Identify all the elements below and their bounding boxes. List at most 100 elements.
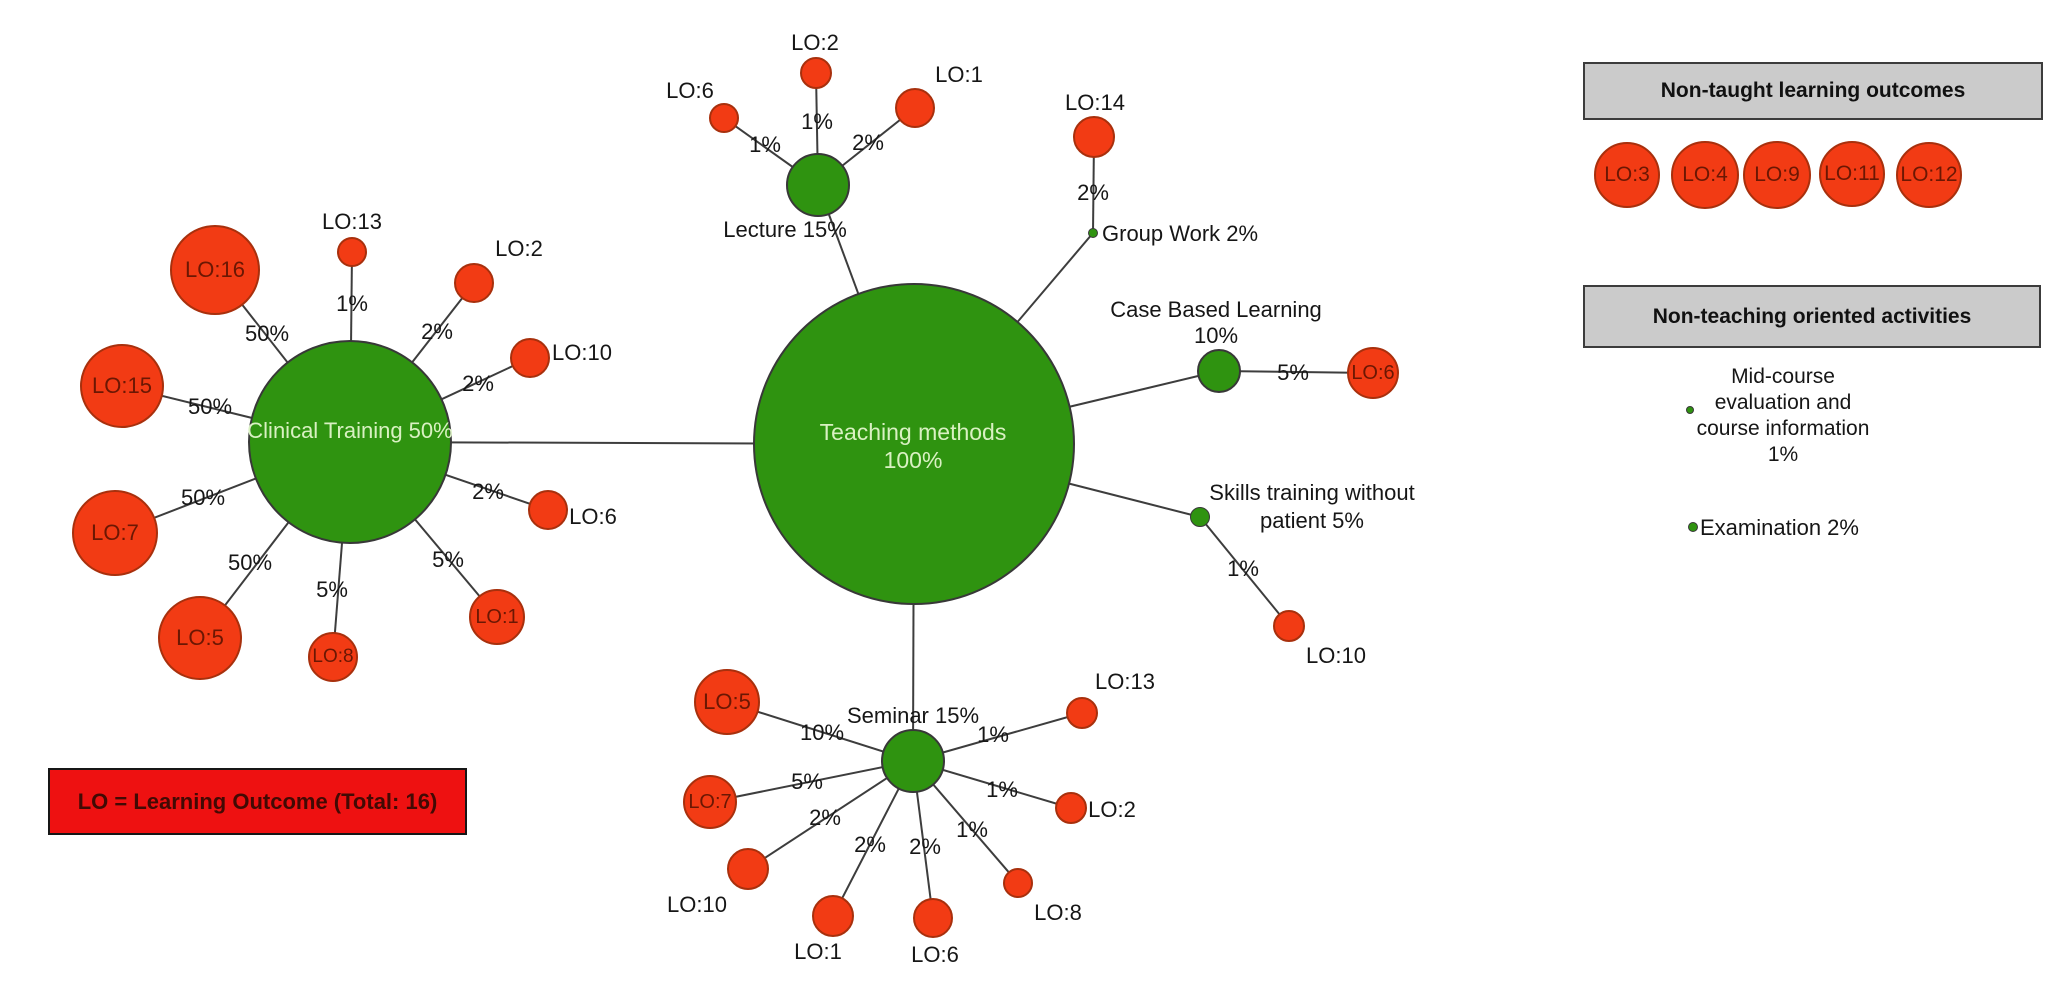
seminar-lo5-pct: 10% <box>799 720 845 745</box>
seminar-lo5-label: LO:5 <box>703 689 751 714</box>
clinical-lo16-node: LO:16 <box>170 225 260 315</box>
seminar-lo10-node <box>727 848 769 890</box>
examination-dot <box>1688 522 1698 532</box>
seminar-lo1-pct: 2% <box>854 832 886 857</box>
case-based-node <box>1197 349 1241 393</box>
non-taught-header-text: Non-taught learning outcomes <box>1660 79 1966 102</box>
lecture-lo6-label: LO:6 <box>666 77 714 103</box>
clinical-lo13-label: LO:13 <box>322 208 382 234</box>
non-taught-lo9-label: LO:9 <box>1754 163 1800 186</box>
case-based-pct: 10% <box>1193 322 1239 348</box>
clinical-lo10-node <box>510 338 550 378</box>
non-taught-header: Non-taught learning outcomes <box>1583 62 2043 120</box>
seminar-lo6-node <box>913 898 953 938</box>
seminar-lo8-pct: 1% <box>956 817 988 842</box>
group-work-node <box>1088 228 1098 238</box>
clinical-lo7-pct: 50% <box>180 485 226 510</box>
clinical-lo16-pct: 50% <box>244 321 290 346</box>
seminar-node <box>881 729 945 793</box>
lecture-lo2-pct: 1% <box>801 109 833 134</box>
seminar-lo2-label: LO:2 <box>1088 796 1136 822</box>
lecture-lo6-node <box>709 103 739 133</box>
clinical-lo13-pct: 1% <box>336 291 368 316</box>
skills-lo10-label: LO:10 <box>1306 642 1366 668</box>
seminar-lo6-label: LO:6 <box>911 941 959 967</box>
clinical-lo6-label: LO:6 <box>569 503 617 529</box>
non-taught-lo11-node: LO:11 <box>1819 141 1885 207</box>
clinical-lo8-pct: 5% <box>316 577 348 602</box>
clinical-lo15-node: LO:15 <box>80 344 164 428</box>
clinical-lo6-pct: 2% <box>472 479 504 504</box>
clinical-lo7-label: LO:7 <box>91 520 139 545</box>
clinical-lo5-node: LO:5 <box>158 596 242 680</box>
lecture-lo1-label: LO:1 <box>935 61 983 87</box>
mid-course-dot <box>1686 406 1694 414</box>
seminar-lo13-pct: 1% <box>977 722 1009 747</box>
non-taught-lo12-node: LO:12 <box>1896 142 1962 208</box>
seminar-lo1-label: LO:1 <box>794 938 842 964</box>
non-taught-lo3-node: LO:3 <box>1594 142 1660 208</box>
lecture-lo2-label: LO:2 <box>791 29 839 55</box>
lecture-lo1-node <box>895 88 935 128</box>
seminar-lo8-label: LO:8 <box>1034 899 1082 925</box>
seminar-lo13-node <box>1066 697 1098 729</box>
clinical-lo1-label: LO:1 <box>475 605 519 628</box>
non-taught-lo4-node: LO:4 <box>1671 141 1739 209</box>
case-based-lo6-pct: 5% <box>1277 360 1309 385</box>
skills-training-label-line1: Skills training without <box>1209 479 1415 505</box>
seminar-lo10-label: LO:10 <box>667 891 727 917</box>
seminar-lo2-node <box>1055 792 1087 824</box>
clinical-lo10-label: LO:10 <box>552 339 612 365</box>
seminar-lo10-pct: 2% <box>809 805 841 830</box>
seminar-lo7-node: LO:7 <box>683 775 737 829</box>
teaching-methods-label: Teaching methods 100% <box>819 419 1007 473</box>
clinical-lo5-pct: 50% <box>227 550 273 575</box>
seminar-lo6-pct: 2% <box>909 834 941 859</box>
group-work-lo14-pct: 2% <box>1077 180 1109 205</box>
seminar-label: Seminar 15% <box>846 702 980 728</box>
group-work-lo14-label: LO:14 <box>1065 89 1125 115</box>
clinical-lo7-node: LO:7 <box>72 490 158 576</box>
clinical-training-label: Clinical Training 50% <box>247 417 453 443</box>
non-taught-lo11-label: LO:11 <box>1824 162 1880 185</box>
group-work-label: Group Work 2% <box>1102 220 1259 246</box>
teaching-methods-node <box>753 283 1075 605</box>
non-teaching-header: Non-teaching oriented activities <box>1583 285 2041 348</box>
seminar-lo13-label: LO:13 <box>1095 668 1155 694</box>
group-work-lo14-node <box>1073 116 1115 158</box>
clinical-lo2-pct: 2% <box>421 319 453 344</box>
non-taught-lo4-label: LO:4 <box>1682 163 1728 186</box>
clinical-lo2-label: LO:2 <box>495 235 543 261</box>
clinical-training-node <box>248 340 452 544</box>
lecture-node <box>786 153 850 217</box>
clinical-lo5-label: LO:5 <box>176 625 224 650</box>
skills-lo10-pct: 1% <box>1227 556 1259 581</box>
examination-label: Examination 2% <box>1700 514 1859 540</box>
seminar-lo7-label: LO:7 <box>688 790 732 813</box>
case-based-lo6-node: LO:6 <box>1347 347 1399 399</box>
lecture-label: Lecture 15% <box>723 216 847 242</box>
clinical-lo1-pct: 5% <box>432 547 464 572</box>
case-based-label: Case Based Learning <box>1110 296 1322 322</box>
non-taught-lo12-label: LO:12 <box>1900 163 1958 186</box>
clinical-lo1-node: LO:1 <box>469 589 525 645</box>
seminar-lo8-node <box>1003 868 1033 898</box>
clinical-lo8-node: LO:8 <box>308 632 358 682</box>
non-taught-lo3-label: LO:3 <box>1604 163 1650 186</box>
skills-lo10-node <box>1273 610 1305 642</box>
seminar-lo7-pct: 5% <box>791 769 823 794</box>
skills-training-label-line2: patient 5% <box>1260 507 1364 533</box>
clinical-lo13-node <box>337 237 367 267</box>
clinical-lo16-label: LO:16 <box>185 257 245 282</box>
lecture-lo2-node <box>800 57 832 89</box>
clinical-lo2-node <box>454 263 494 303</box>
clinical-lo8-label: LO:8 <box>312 646 354 667</box>
lecture-lo6-pct: 1% <box>749 132 781 157</box>
seminar-lo5-node: LO:5 <box>694 669 760 735</box>
skills-training-node <box>1190 507 1210 527</box>
seminar-lo1-node <box>812 895 854 937</box>
clinical-lo6-node <box>528 490 568 530</box>
case-based-lo6-label: LO:6 <box>1351 361 1395 384</box>
clinical-lo15-label: LO:15 <box>92 373 152 398</box>
